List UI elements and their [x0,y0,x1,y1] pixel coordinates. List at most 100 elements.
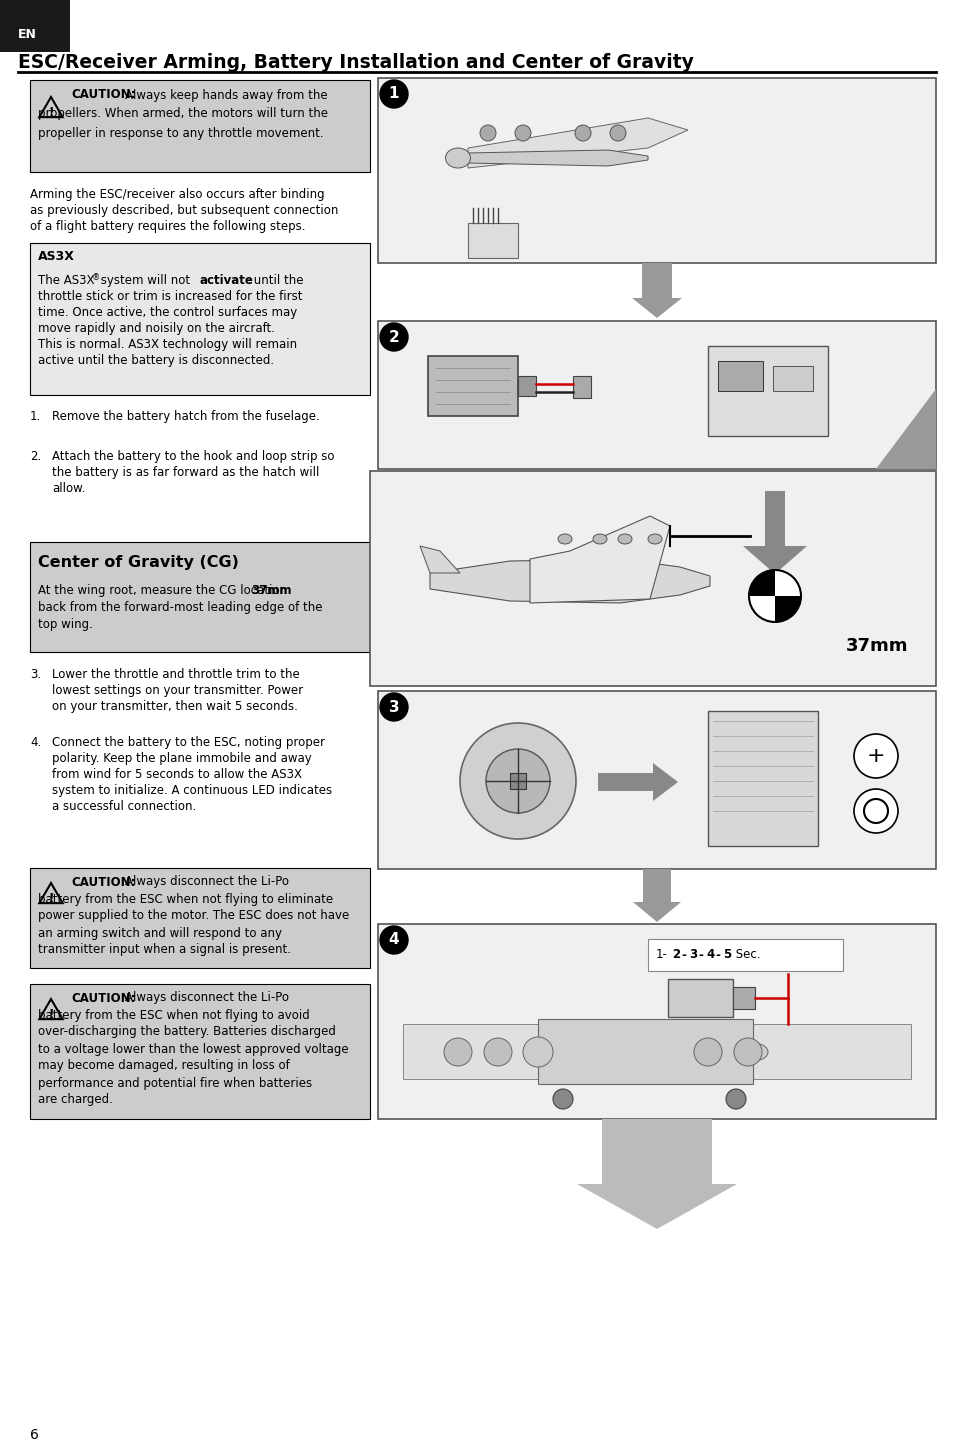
Circle shape [575,125,590,141]
Text: the battery is as far forward as the hatch will: the battery is as far forward as the hat… [52,466,319,479]
Text: 4: 4 [388,932,399,948]
Text: system will not: system will not [97,274,193,287]
FancyBboxPatch shape [377,321,935,469]
FancyBboxPatch shape [641,263,671,298]
Polygon shape [468,118,687,168]
Circle shape [725,1089,745,1109]
FancyBboxPatch shape [601,1119,711,1183]
Text: performance and potential fire when batteries: performance and potential fire when batt… [38,1076,312,1089]
FancyBboxPatch shape [377,691,935,868]
Text: -: - [680,948,685,961]
FancyBboxPatch shape [510,772,525,788]
Text: CAUTION:: CAUTION: [71,89,135,102]
Polygon shape [577,1183,737,1228]
FancyBboxPatch shape [377,923,935,1119]
FancyBboxPatch shape [30,868,370,968]
Text: AS3X: AS3X [38,251,74,263]
Circle shape [443,1038,472,1066]
Text: This is normal. AS3X technology will remain: This is normal. AS3X technology will rem… [38,338,296,351]
Text: propellers. When armed, the motors will turn the: propellers. When armed, the motors will … [38,107,328,121]
FancyBboxPatch shape [772,366,812,391]
Text: CAUTION:: CAUTION: [71,876,135,889]
Text: propeller in response to any throttle movement.: propeller in response to any throttle mo… [38,126,323,139]
Ellipse shape [647,534,661,544]
Circle shape [485,749,550,813]
Text: 2.: 2. [30,450,41,463]
Text: from wind for 5 seconds to allow the AS3X: from wind for 5 seconds to allow the AS3… [52,768,302,781]
Text: 2: 2 [671,948,679,961]
Polygon shape [631,298,681,318]
Wedge shape [774,595,801,621]
Ellipse shape [618,534,631,544]
Text: on your transmitter, then wait 5 seconds.: on your transmitter, then wait 5 seconds… [52,700,297,713]
Ellipse shape [522,1037,553,1067]
Text: 2: 2 [388,330,399,344]
Text: Always disconnect the Li-Po: Always disconnect the Li-Po [125,992,289,1005]
Text: top wing.: top wing. [38,619,92,632]
Text: !: ! [49,1008,53,1021]
Text: 4: 4 [705,948,714,961]
Text: 3: 3 [388,700,399,714]
Text: power supplied to the motor. The ESC does not have: power supplied to the motor. The ESC doe… [38,909,349,922]
Ellipse shape [445,148,470,168]
Polygon shape [430,559,709,603]
Text: EN: EN [18,29,37,42]
Text: an arming switch and will respond to any: an arming switch and will respond to any [38,926,282,939]
FancyBboxPatch shape [370,470,935,685]
Text: allow.: allow. [52,482,85,495]
Text: !: ! [49,892,53,905]
Circle shape [553,1089,573,1109]
Circle shape [459,723,576,839]
FancyBboxPatch shape [707,711,817,847]
FancyBboxPatch shape [642,868,670,902]
Polygon shape [530,515,669,603]
Circle shape [733,1038,761,1066]
FancyBboxPatch shape [598,772,652,791]
Text: polarity. Keep the plane immobile and away: polarity. Keep the plane immobile and aw… [52,752,312,765]
Text: !: ! [49,106,53,119]
Text: ®: ® [91,273,100,282]
Text: Center of Gravity (CG): Center of Gravity (CG) [38,555,238,569]
Text: 1.: 1. [30,409,41,423]
Text: CAUTION:: CAUTION: [71,992,135,1005]
Text: Connect the battery to the ESC, noting proper: Connect the battery to the ESC, noting p… [52,736,325,749]
Circle shape [853,735,897,778]
Text: At the wing root, measure the CG location: At the wing root, measure the CG locatio… [38,584,291,597]
Polygon shape [742,546,806,574]
Text: system to initialize. A continuous LED indicates: system to initialize. A continuous LED i… [52,784,332,797]
Ellipse shape [558,534,572,544]
Text: time. Once active, the control surfaces may: time. Once active, the control surfaces … [38,306,297,319]
FancyBboxPatch shape [573,376,590,398]
Text: over-discharging the battery. Batteries discharged: over-discharging the battery. Batteries … [38,1025,335,1038]
Text: Lower the throttle and throttle trim to the: Lower the throttle and throttle trim to … [52,668,299,681]
Circle shape [483,1038,512,1066]
Text: a successful connection.: a successful connection. [52,800,196,813]
Text: 6: 6 [30,1427,39,1442]
Circle shape [379,322,408,351]
Text: lowest settings on your transmitter. Power: lowest settings on your transmitter. Pow… [52,684,303,697]
Text: 4.: 4. [30,736,41,749]
FancyBboxPatch shape [764,491,784,546]
Text: Remove the battery hatch from the fuselage.: Remove the battery hatch from the fusela… [52,409,319,423]
Text: 5: 5 [722,948,731,961]
Text: battery from the ESC when not flying to eliminate: battery from the ESC when not flying to … [38,893,333,906]
Text: -: - [714,948,720,961]
Text: -: - [698,948,702,961]
Text: +: + [865,746,884,767]
Ellipse shape [738,1043,767,1061]
Text: Attach the battery to the hook and loop strip so: Attach the battery to the hook and loop … [52,450,335,463]
Polygon shape [419,546,459,574]
Text: 1: 1 [388,87,399,102]
FancyBboxPatch shape [667,979,732,1016]
Text: move rapidly and noisily on the aircraft.: move rapidly and noisily on the aircraft… [38,322,274,335]
Text: The AS3X: The AS3X [38,274,94,287]
Text: battery from the ESC when not flying to avoid: battery from the ESC when not flying to … [38,1009,310,1022]
Text: Always disconnect the Li-Po: Always disconnect the Li-Po [125,876,289,889]
FancyBboxPatch shape [30,984,370,1119]
Text: throttle stick or trim is increased for the first: throttle stick or trim is increased for … [38,290,302,303]
FancyBboxPatch shape [428,356,517,417]
FancyBboxPatch shape [402,1024,910,1079]
Circle shape [863,799,887,823]
Text: back from the forward-most leading edge of the: back from the forward-most leading edge … [38,601,322,614]
Text: 1-: 1- [656,948,667,961]
